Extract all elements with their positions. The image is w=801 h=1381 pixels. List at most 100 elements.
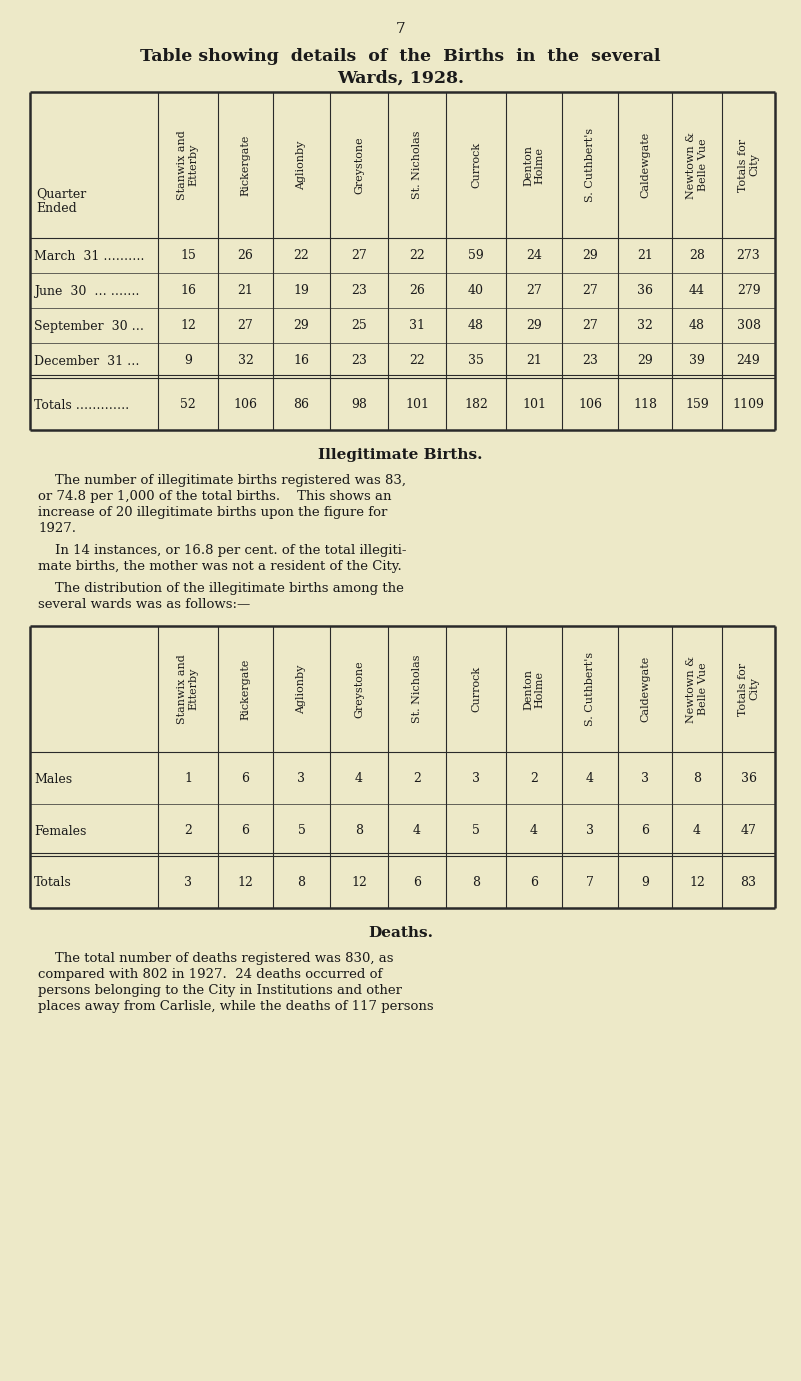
Text: 31: 31 <box>409 319 425 331</box>
Text: 3: 3 <box>184 876 192 888</box>
Text: places away from Carlisle, while the deaths of 117 persons: places away from Carlisle, while the dea… <box>38 1000 433 1014</box>
Text: Stanwix and
Etterby: Stanwix and Etterby <box>177 655 199 724</box>
Text: 8: 8 <box>297 876 305 888</box>
Text: 22: 22 <box>409 354 425 367</box>
Text: 4: 4 <box>530 823 538 837</box>
Text: 52: 52 <box>180 398 196 410</box>
Text: 12: 12 <box>180 319 196 331</box>
Text: 6: 6 <box>530 876 538 888</box>
Text: Aglionby: Aglionby <box>296 141 307 189</box>
Text: Currock: Currock <box>471 142 481 188</box>
Text: 249: 249 <box>737 354 760 367</box>
Text: 32: 32 <box>238 354 253 367</box>
Text: 5: 5 <box>472 823 480 837</box>
Text: 101: 101 <box>522 398 546 410</box>
Text: 28: 28 <box>689 249 705 262</box>
Text: 21: 21 <box>526 354 542 367</box>
Text: 273: 273 <box>737 249 760 262</box>
Text: 8: 8 <box>472 876 480 888</box>
Text: 23: 23 <box>582 354 598 367</box>
Text: The distribution of the illegitimate births among the: The distribution of the illegitimate bir… <box>38 581 404 595</box>
Text: 22: 22 <box>409 249 425 262</box>
Text: 27: 27 <box>526 284 541 297</box>
Text: 44: 44 <box>689 284 705 297</box>
Text: Rickergate: Rickergate <box>240 659 251 720</box>
Text: 9: 9 <box>641 876 649 888</box>
Text: 86: 86 <box>293 398 309 410</box>
Text: 101: 101 <box>405 398 429 410</box>
Text: 26: 26 <box>238 249 253 262</box>
Text: Greystone: Greystone <box>354 660 364 718</box>
Text: 29: 29 <box>582 249 598 262</box>
Text: Totals: Totals <box>34 877 72 889</box>
Text: In 14 instances, or 16.8 per cent. of the total illegiti-: In 14 instances, or 16.8 per cent. of th… <box>38 544 406 557</box>
Text: 25: 25 <box>351 319 367 331</box>
Text: 24: 24 <box>526 249 542 262</box>
Text: 23: 23 <box>351 284 367 297</box>
Text: 27: 27 <box>238 319 253 331</box>
Text: 1: 1 <box>184 772 192 784</box>
Text: Males: Males <box>34 772 72 786</box>
Text: 106: 106 <box>234 398 257 410</box>
Text: 12: 12 <box>238 876 253 888</box>
Text: 2: 2 <box>413 772 421 784</box>
Text: Aglionby: Aglionby <box>296 664 307 714</box>
Text: 98: 98 <box>351 398 367 410</box>
Text: 29: 29 <box>637 354 653 367</box>
Text: Rickergate: Rickergate <box>240 134 251 196</box>
Text: Totals ………….: Totals …………. <box>34 399 129 412</box>
Text: 2: 2 <box>530 772 538 784</box>
Text: S. Cuthbert's: S. Cuthbert's <box>585 128 595 202</box>
Text: 16: 16 <box>293 354 309 367</box>
Text: 308: 308 <box>736 319 760 331</box>
Text: 182: 182 <box>464 398 488 410</box>
Text: Stanwix and
Etterby: Stanwix and Etterby <box>177 130 199 200</box>
Text: 159: 159 <box>685 398 709 410</box>
Text: 4: 4 <box>586 772 594 784</box>
Text: 3: 3 <box>586 823 594 837</box>
Text: 40: 40 <box>468 284 484 297</box>
Text: persons belonging to the City in Institutions and other: persons belonging to the City in Institu… <box>38 985 402 997</box>
Text: 4: 4 <box>413 823 421 837</box>
Text: Caldewgate: Caldewgate <box>640 131 650 197</box>
Text: The total number of deaths registered was 830, as: The total number of deaths registered wa… <box>38 952 393 965</box>
Text: S. Cuthbert's: S. Cuthbert's <box>585 652 595 726</box>
Text: Greystone: Greystone <box>354 137 364 193</box>
Text: 29: 29 <box>294 319 309 331</box>
Text: 22: 22 <box>294 249 309 262</box>
Text: Denton
Holme: Denton Holme <box>523 668 545 710</box>
Text: 106: 106 <box>578 398 602 410</box>
Text: several wards was as follows:—: several wards was as follows:— <box>38 598 250 610</box>
Text: 35: 35 <box>468 354 484 367</box>
Text: Currock: Currock <box>471 666 481 713</box>
Text: Illegitimate Births.: Illegitimate Births. <box>318 447 483 463</box>
Text: 21: 21 <box>238 284 253 297</box>
Text: 15: 15 <box>180 249 196 262</box>
Text: compared with 802 in 1927.  24 deaths occurred of: compared with 802 in 1927. 24 deaths occ… <box>38 968 382 981</box>
Text: 39: 39 <box>689 354 705 367</box>
Text: 27: 27 <box>582 319 598 331</box>
Text: Caldewgate: Caldewgate <box>640 656 650 722</box>
Text: 6: 6 <box>241 772 249 784</box>
Text: 4: 4 <box>693 823 701 837</box>
Text: 12: 12 <box>351 876 367 888</box>
Text: 36: 36 <box>637 284 653 297</box>
Text: 3: 3 <box>472 772 480 784</box>
Text: 27: 27 <box>351 249 367 262</box>
Text: 3: 3 <box>641 772 649 784</box>
Text: St. Nicholas: St. Nicholas <box>412 131 422 199</box>
Text: 6: 6 <box>641 823 649 837</box>
Text: Denton
Holme: Denton Holme <box>523 145 545 185</box>
Text: Table showing  details  of  the  Births  in  the  several: Table showing details of the Births in t… <box>140 48 661 65</box>
Text: 2: 2 <box>184 823 192 837</box>
Text: 6: 6 <box>413 876 421 888</box>
Text: 36: 36 <box>740 772 756 784</box>
Text: September  30 …: September 30 … <box>34 320 144 333</box>
Text: 8: 8 <box>355 823 363 837</box>
Text: 1927.: 1927. <box>38 522 76 534</box>
Text: 6: 6 <box>241 823 249 837</box>
Text: Ended: Ended <box>36 202 77 215</box>
Text: 7: 7 <box>586 876 594 888</box>
Text: June  30  … …….: June 30 … ……. <box>34 284 139 298</box>
Text: 12: 12 <box>689 876 705 888</box>
